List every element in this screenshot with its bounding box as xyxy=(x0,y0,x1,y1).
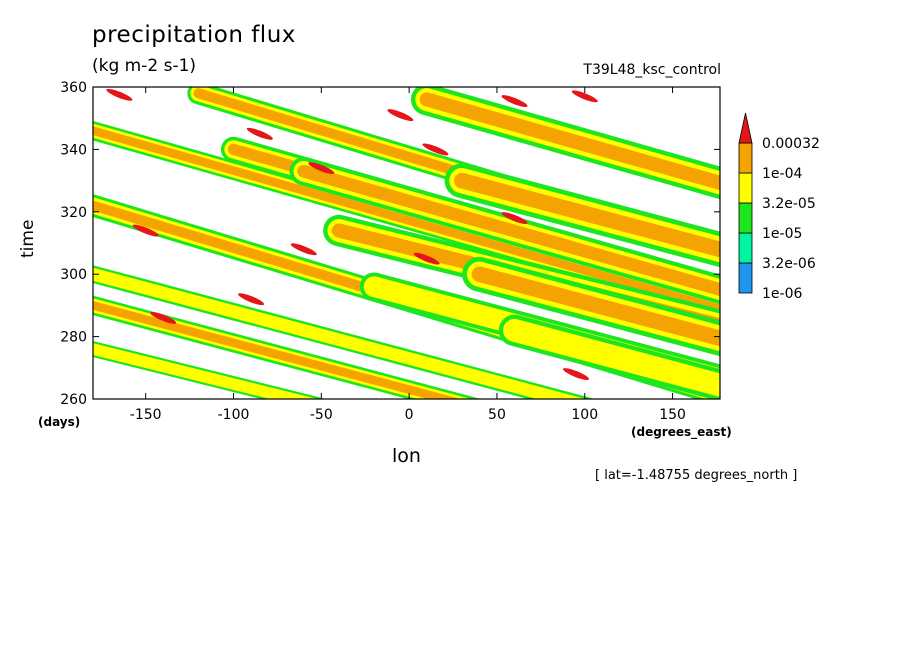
contour-maximum-5 xyxy=(501,212,528,224)
contour-band-11-level-4 xyxy=(454,172,720,258)
x-tick-label-0: -150 xyxy=(130,407,162,423)
x-tick-label-6: 150 xyxy=(659,407,686,423)
colorbar-box-0 xyxy=(738,262,753,294)
contour-band-13-level-3 xyxy=(507,323,720,393)
contour-band-4-level-3 xyxy=(93,345,309,399)
contour-band-10-level-4 xyxy=(419,92,720,191)
y-tick-label-2: 300 xyxy=(60,267,87,283)
plot-frame xyxy=(92,86,721,400)
contour-band-0-level-4 xyxy=(93,126,720,314)
contour-maximum-0 xyxy=(106,88,133,101)
colorbar-box-3 xyxy=(738,172,753,204)
contour-band-2-level-3 xyxy=(93,270,577,399)
contour-band-7-level-4 xyxy=(297,164,720,297)
y-tick-label-1: 280 xyxy=(60,330,87,346)
contour-maximum-1 xyxy=(246,127,273,140)
contour-band-12-level-4 xyxy=(471,266,720,347)
colorbar-arrow-max xyxy=(738,112,753,144)
y-tick-label-4: 340 xyxy=(60,142,87,158)
contour-maximum-8 xyxy=(413,252,440,265)
contour-maximum-2 xyxy=(308,162,335,175)
colorbar-box-4 xyxy=(738,142,753,174)
colorbar-label-4: 1e-04 xyxy=(762,166,802,182)
colorbar-label-5: 0.00032 xyxy=(762,136,820,152)
x-tick-label-3: 0 xyxy=(405,407,414,423)
colorbar: 1e-06 3.2e-06 1e-05 3.2e-05 1e-04 0.00032 xyxy=(738,112,820,302)
x-tick-label-2: -50 xyxy=(310,407,333,423)
latitude-footnote: [ lat=-1.48755 degrees_north ] xyxy=(595,468,798,483)
x-axis-units: (degrees_east) xyxy=(631,425,732,439)
contour-maximum-3 xyxy=(387,109,414,122)
contour-maximum-11 xyxy=(150,311,177,324)
contour-field xyxy=(93,87,720,399)
colorbar-label-0: 1e-06 xyxy=(762,286,802,302)
colorbar-box-2 xyxy=(738,202,753,234)
x-tick-label-5: 100 xyxy=(571,407,598,423)
y-tick-label-5: 360 xyxy=(60,80,87,96)
y-axis-units: (days) xyxy=(38,415,81,429)
x-tick-label-1: -100 xyxy=(218,407,250,423)
contour-maximum-13 xyxy=(571,90,598,103)
colorbar-label-3: 3.2e-05 xyxy=(762,196,816,212)
y-tick-label-3: 320 xyxy=(60,205,87,221)
run-name: T39L48_ksc_control xyxy=(583,62,721,78)
x-tick-label-4: 50 xyxy=(488,407,506,423)
x-axis: -150 -100 -50 0 50 100 150 xyxy=(130,87,686,423)
chart-title: precipitation flux xyxy=(92,22,296,48)
colorbar-box-1 xyxy=(738,232,753,264)
contour-maximum-12 xyxy=(562,368,590,380)
x-axis-label: lon xyxy=(392,445,421,467)
contour-maximum-4 xyxy=(422,143,449,156)
contour-maximum-6 xyxy=(501,95,528,107)
y-tick-label-0: 260 xyxy=(60,392,87,408)
chart-units: (kg m-2 s-1) xyxy=(92,56,197,76)
contour-maximum-9 xyxy=(290,243,317,256)
contour-band-3-level-4 xyxy=(93,301,461,399)
contour-maximum-7 xyxy=(132,224,159,237)
colorbar-label-1: 3.2e-06 xyxy=(762,256,816,272)
colorbar-label-2: 1e-05 xyxy=(762,226,802,242)
contour-maximum-10 xyxy=(238,293,265,306)
y-axis: 260 280 300 320 340 360 xyxy=(60,80,720,408)
